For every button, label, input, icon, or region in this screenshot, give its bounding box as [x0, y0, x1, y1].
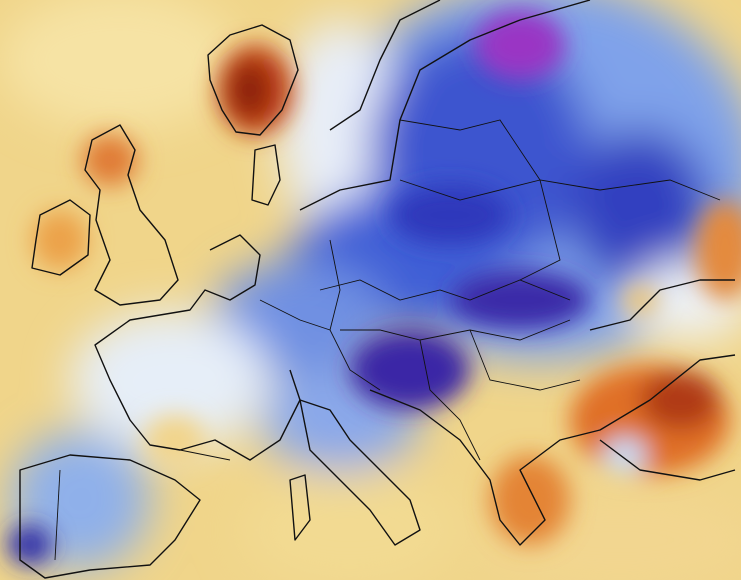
orange-area [82, 134, 138, 186]
dark-red-area [230, 62, 270, 118]
iberia-coast [19, 454, 201, 579]
norway-coast [207, 24, 299, 136]
yellow-area [240, 470, 460, 580]
balkans-coast [369, 354, 736, 546]
border [399, 179, 561, 281]
border [179, 449, 231, 461]
coastlines [19, 0, 736, 579]
orange-area [695, 200, 741, 300]
magenta-area [475, 10, 565, 80]
yellow-area [145, 415, 205, 465]
denmark-coast [251, 144, 281, 206]
france-coast [94, 234, 301, 461]
deep-blue-area [8, 525, 52, 565]
border [54, 469, 61, 561]
border [419, 339, 481, 461]
deep-blue-area [390, 185, 510, 245]
border [340, 319, 571, 341]
black-sea-coast [589, 279, 735, 331]
light-blue-area [603, 437, 647, 473]
orange-area [490, 455, 570, 545]
orange-area [32, 210, 88, 270]
britain-coast [84, 124, 179, 306]
ireland-coast [31, 199, 91, 276]
sardinia-coast [289, 474, 311, 541]
white-area [70, 310, 270, 450]
yellow-area [622, 286, 658, 314]
pale-yellow-area [0, 0, 240, 130]
sweden-coast [329, 0, 441, 131]
border [469, 329, 581, 391]
baltic-coast [299, 0, 591, 211]
turkey-coast [599, 439, 736, 481]
white-area [280, 20, 400, 240]
purple-area [350, 330, 470, 410]
italy-coast [299, 399, 421, 546]
border [259, 299, 331, 331]
deep-blue-area [450, 270, 590, 330]
red-area [640, 370, 720, 430]
borders [54, 119, 721, 561]
blue-area [570, 130, 710, 290]
